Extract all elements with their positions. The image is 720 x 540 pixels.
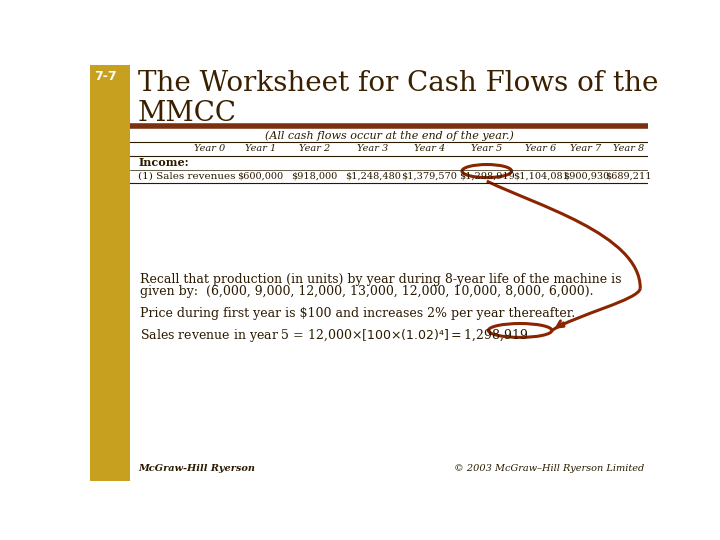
Text: $918,000: $918,000 [292,171,338,180]
Text: $1,104,081: $1,104,081 [513,171,569,180]
Text: Income:: Income: [138,157,189,168]
Text: Year 6: Year 6 [526,144,557,153]
Text: © 2003 McGraw–Hill Ryerson Limited: © 2003 McGraw–Hill Ryerson Limited [454,464,644,473]
Text: given by:  (6,000, 9,000, 12,000, 13,000, 12,000, 10,000, 8,000, 6,000).: given by: (6,000, 9,000, 12,000, 13,000,… [140,285,594,298]
Text: Year 1: Year 1 [245,144,276,153]
Text: Year 7: Year 7 [570,144,602,153]
Text: $900,930: $900,930 [563,171,609,180]
Text: Year 0: Year 0 [194,144,226,153]
Text: Recall that production (in units) by year during 8-year life of the machine is: Recall that production (in units) by yea… [140,273,622,286]
Text: $1,248,480: $1,248,480 [345,171,401,180]
Text: Year 4: Year 4 [414,144,445,153]
Text: Year 3: Year 3 [357,144,389,153]
Text: The Worksheet for Cash Flows of the
MMCC: The Worksheet for Cash Flows of the MMCC [138,70,658,127]
Bar [90,65,130,481]
Text: Year 8: Year 8 [613,144,644,153]
Text: (All cash flows occur at the end of the year.): (All cash flows occur at the end of the … [265,130,513,141]
Text: Year 2: Year 2 [299,144,330,153]
Text: Price during first year is $100 and increases 2% per year thereafter.: Price during first year is $100 and incr… [140,307,575,320]
Text: $1,379,570: $1,379,570 [402,171,457,180]
Text: $600,000: $600,000 [238,171,284,180]
Text: Sales revenue in year 5 = 12,000×[$100×(1.02)⁴] = $1,298,919: Sales revenue in year 5 = 12,000×[$100×(… [140,327,528,343]
Text: (1) Sales revenues: (1) Sales revenues [138,171,235,180]
Text: $689,211: $689,211 [606,171,652,180]
Text: McGraw-Hill Ryerson: McGraw-Hill Ryerson [138,464,255,473]
Text: 7-7: 7-7 [94,70,117,83]
Text: Year 5: Year 5 [471,144,503,153]
Text: $1,298,919: $1,298,919 [459,171,515,180]
